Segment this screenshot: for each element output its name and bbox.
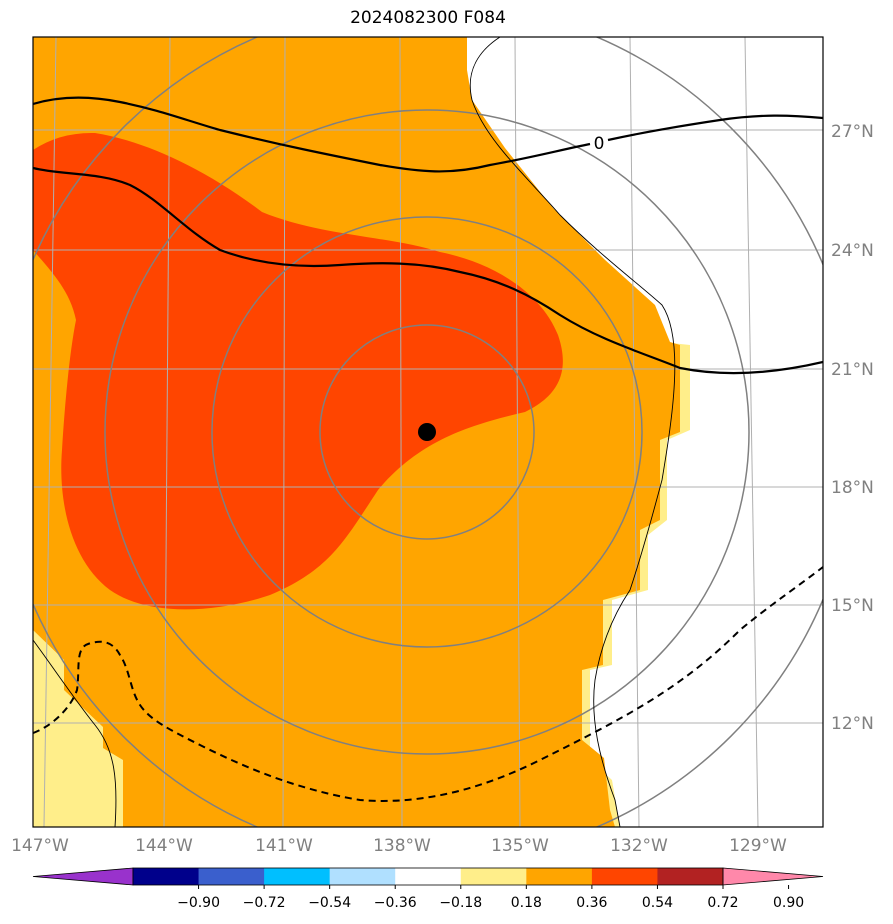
colorbar-extend-max bbox=[722, 867, 824, 886]
colorbar-tick-label: −0.36 bbox=[374, 895, 417, 911]
range-rings bbox=[33, 37, 823, 827]
colorbar-tick-label: −0.18 bbox=[439, 895, 482, 911]
colorbar-segment bbox=[591, 868, 658, 885]
colorbar-tick-label: −0.72 bbox=[243, 895, 286, 911]
colorbar-tick-label: 0.54 bbox=[642, 895, 673, 911]
map-frame bbox=[32, 36, 824, 828]
lon-label: 147°W bbox=[11, 836, 69, 856]
lat-label: 24°N bbox=[831, 241, 874, 261]
lon-label: 144°W bbox=[135, 836, 193, 856]
lat-label: 18°N bbox=[831, 478, 874, 498]
colorbar-segment bbox=[526, 868, 593, 885]
colorbar-segment bbox=[460, 868, 527, 885]
field-boundary-line bbox=[469, 37, 676, 827]
colorbar-segment bbox=[198, 868, 265, 885]
map-title: 2024082300 F084 bbox=[350, 8, 506, 28]
colorbar-tick-label: 0.36 bbox=[576, 895, 607, 911]
lon-label: 141°W bbox=[255, 836, 313, 856]
storm-center-marker bbox=[418, 423, 436, 441]
lat-label: 12°N bbox=[831, 714, 874, 734]
colorbar: −0.90 −0.72 −0.54 −0.36 −0.18 0.18 0.36 0.54 0.7… bbox=[32, 867, 824, 911]
lon-label: 135°W bbox=[491, 836, 549, 856]
lon-label: 138°W bbox=[373, 836, 431, 856]
colorbar-segment bbox=[329, 868, 396, 885]
colorbar-tick-label: 0.90 bbox=[773, 895, 804, 911]
colorbar-segment bbox=[133, 868, 200, 885]
colorbar-segment bbox=[264, 868, 331, 885]
colorbar-frame bbox=[132, 867, 724, 886]
colorbar-extend-min bbox=[32, 867, 134, 886]
contour-zero-upper bbox=[33, 96, 823, 173]
map-area bbox=[33, 37, 823, 827]
lat-label: 27°N bbox=[831, 122, 874, 142]
lat-label: 15°N bbox=[831, 596, 874, 616]
lon-label: 129°W bbox=[729, 836, 787, 856]
field-boundary-line-west bbox=[33, 639, 117, 827]
colorbar-segment bbox=[657, 868, 724, 885]
lat-label: 21°N bbox=[831, 360, 874, 380]
colorbar-tick-label: 0.18 bbox=[511, 895, 542, 911]
colorbar-tick-label: −0.90 bbox=[177, 895, 220, 911]
contour-label-zero: 0 bbox=[594, 134, 605, 154]
colorbar-tick-label: 0.72 bbox=[707, 895, 738, 911]
colorbar-tick-label: −0.54 bbox=[308, 895, 351, 911]
lon-label: 132°W bbox=[610, 836, 668, 856]
colorbar-segment bbox=[395, 868, 462, 885]
contour-lower bbox=[33, 166, 823, 375]
contour-dashed bbox=[33, 566, 823, 802]
shaded-region-0.54-0.72 bbox=[33, 132, 563, 610]
